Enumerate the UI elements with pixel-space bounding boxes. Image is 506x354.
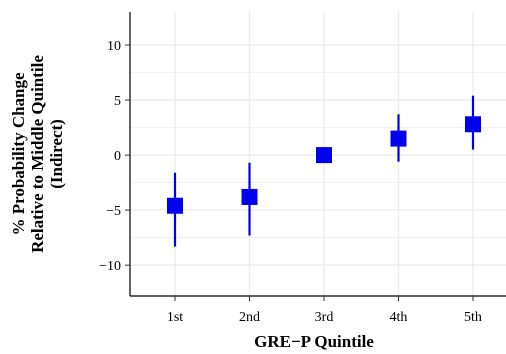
y-tick-label: 10	[107, 39, 121, 54]
y-tick-label: 0	[114, 149, 121, 164]
x-tick-label: 5th	[464, 310, 482, 325]
x-tick-label: 2nd	[239, 310, 260, 325]
y-tick-label: −5	[106, 204, 121, 219]
y-tick-label: 5	[114, 94, 121, 109]
axes	[129, 12, 506, 297]
x-tick-label: 3rd	[315, 310, 334, 325]
data-point	[390, 130, 407, 147]
data-point	[241, 188, 258, 205]
x-ticks: 1st 2nd 3rd 4th 5th	[167, 296, 482, 325]
y-tick-label: −10	[99, 259, 121, 274]
x-tick-label: 4th	[390, 310, 408, 325]
y-axis-title-line-3: (Indirect)	[47, 119, 66, 189]
data-point	[316, 147, 332, 164]
y-axis-title: % Probability Change Relative to Middle …	[9, 55, 66, 253]
y-axis-title-line-2: Relative to Middle Quintile	[28, 55, 47, 253]
data-point	[167, 197, 183, 214]
x-tick-label: 1st	[167, 310, 183, 325]
y-axis-title-line-1: % Probability Change	[9, 72, 28, 236]
x-axis-title: GRE−P Quintile	[254, 332, 374, 351]
y-ticks: −10 −5 0 5 10	[99, 39, 130, 274]
data-marks	[167, 95, 481, 247]
data-point	[465, 116, 481, 133]
